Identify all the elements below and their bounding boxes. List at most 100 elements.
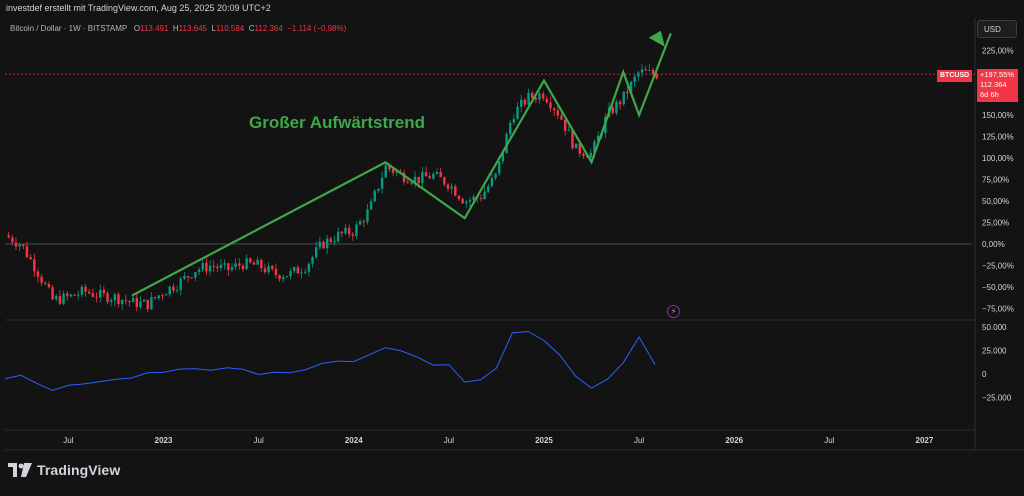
candle-body (128, 301, 131, 303)
candle-body (249, 258, 252, 263)
time-axis-tick: Jul (824, 436, 834, 445)
price-axis-tick: 75,00% (982, 176, 1009, 185)
candle-body (428, 176, 431, 179)
candle-body (58, 296, 62, 304)
author-line: investdef erstellt mit TradingView.com, … (6, 3, 271, 13)
candle-body (230, 267, 234, 270)
candle-body (267, 265, 270, 273)
price-axis-tick: −25,00% (982, 262, 1014, 271)
candle-body (325, 238, 329, 249)
candle-body (520, 99, 523, 107)
trend-line (131, 32, 672, 297)
candle-body (640, 69, 644, 73)
trend-annotation: Großer Aufwärtstrend (249, 113, 426, 132)
candle-body (406, 181, 409, 183)
candle-body (285, 276, 289, 278)
candle-body (150, 297, 153, 310)
candle-body (355, 224, 358, 236)
open-label: O (133, 24, 141, 33)
candle-body (263, 268, 267, 273)
candle-body (18, 244, 21, 247)
candle-body (314, 247, 318, 258)
candle-body (413, 176, 417, 183)
candle-body (131, 297, 135, 303)
candle-body (629, 81, 633, 94)
symbol-ohlc-line: Bitcoin / Dollar · 1W · BITSTAMP O113.49… (10, 24, 346, 33)
candle-body (417, 176, 420, 184)
candle-body (33, 259, 36, 272)
candle-body (282, 277, 285, 280)
candle-body (55, 296, 58, 300)
last-price-box: +197,55% 112.364 6d 6h (977, 69, 1018, 102)
candle-body (615, 101, 618, 114)
candle-body (183, 276, 186, 279)
candle-body (369, 201, 373, 210)
candle-body (113, 294, 117, 301)
oscillator-axis-tick: −25.000 (982, 394, 1012, 403)
candle-body (95, 296, 98, 298)
change-value: −1.114 (−0,98%) (287, 24, 347, 33)
candle-body (541, 93, 545, 99)
candle-body (300, 272, 303, 274)
candle-body (435, 171, 439, 174)
oscillator-line (4, 330, 656, 391)
price-axis-tick: 225,00% (982, 47, 1014, 56)
candle-body (216, 266, 219, 269)
candle-body (175, 289, 179, 291)
candle-body (498, 161, 501, 174)
candle-body (296, 267, 300, 274)
candle-body (172, 286, 175, 291)
candle-body (487, 186, 490, 192)
currency-button[interactable]: USD (977, 20, 1017, 38)
candle-body (311, 257, 314, 264)
candle-body (223, 263, 226, 265)
candle-body (120, 300, 124, 305)
candle-body (11, 237, 14, 243)
candle-body (424, 172, 428, 177)
candle-body (384, 165, 387, 178)
candle-body (512, 119, 516, 123)
price-axis-tick: 0,00% (982, 240, 1005, 249)
candle-body (77, 294, 80, 296)
candle-body (278, 275, 281, 280)
candle-body (465, 201, 468, 204)
candle-body (146, 299, 149, 310)
oscillator-axis-tick: 25.000 (982, 347, 1007, 356)
time-axis-tick: 2023 (155, 436, 173, 445)
candle-body (66, 293, 69, 297)
candle-body (234, 263, 237, 268)
candle-body (534, 97, 538, 100)
flash-icon[interactable]: ⚡ (667, 305, 680, 318)
candle-body (271, 265, 274, 269)
candle-body (457, 195, 461, 200)
candle-body (106, 293, 109, 303)
candle-body (73, 294, 76, 296)
candle-body (164, 294, 168, 296)
candle-body (227, 263, 230, 270)
candle-body (589, 152, 592, 158)
price-axis-tick: 150,00% (982, 111, 1014, 120)
candle-body (556, 110, 560, 116)
time-axis-tick: Jul (634, 436, 644, 445)
candle-body (208, 265, 212, 272)
candle-body (307, 263, 311, 272)
close-label: C (248, 24, 255, 33)
candle-body (51, 287, 54, 300)
candle-body (212, 265, 215, 267)
candle-body (329, 238, 333, 242)
candle-body (219, 264, 223, 269)
candle-body (190, 277, 193, 279)
candle-body (168, 286, 171, 295)
tradingview-logo[interactable]: TradingView (8, 462, 120, 478)
candle-body (618, 101, 622, 105)
last-percent: +197,55% (980, 70, 1014, 79)
candle-body (161, 295, 164, 297)
time-axis-tick: Jul (254, 436, 264, 445)
high-label: H (172, 24, 179, 33)
candle-body (289, 271, 292, 277)
candle-body (523, 99, 527, 105)
time-axis-tick: Jul (444, 436, 454, 445)
candle-body (7, 235, 10, 238)
candle-body (44, 282, 47, 284)
